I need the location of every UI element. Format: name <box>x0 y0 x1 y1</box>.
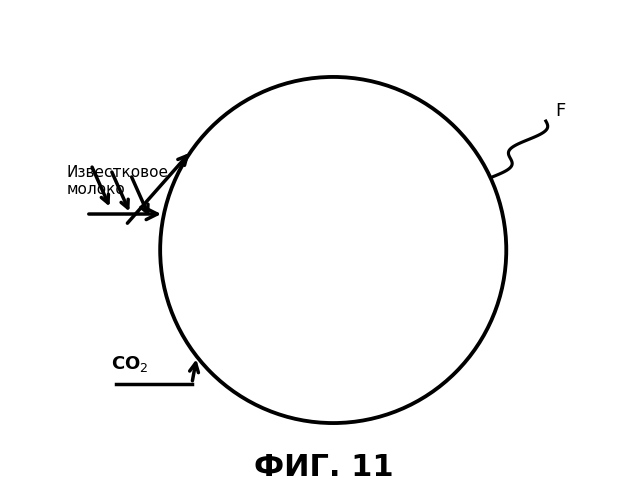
Text: Известковое
молоко: Известковое молоко <box>66 164 168 197</box>
Text: F: F <box>556 102 566 120</box>
Text: CO$_2$: CO$_2$ <box>110 354 148 374</box>
Text: ФИГ. 11: ФИГ. 11 <box>254 454 393 482</box>
